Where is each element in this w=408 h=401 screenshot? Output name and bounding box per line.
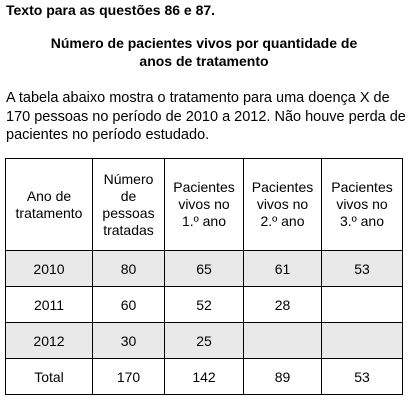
table-cell bbox=[321, 286, 403, 323]
header-text: Pacientes bbox=[331, 179, 393, 195]
table-title: Número de pacientes vivos por quantidade… bbox=[0, 34, 408, 70]
header-text: tratamento bbox=[15, 204, 83, 221]
table-title-line-2: anos de tratamento bbox=[139, 53, 269, 69]
header-text: tratadas bbox=[103, 221, 154, 238]
description-line-2: 170 pessoas no período de 2010 a 2012. N… bbox=[6, 108, 406, 125]
table-row-2011: 2011 60 52 28 bbox=[5, 286, 403, 323]
table-cell: 53 bbox=[321, 358, 403, 395]
description-paragraph: A tabela abaixo mostra o tratamento para… bbox=[6, 89, 406, 145]
header-treated-count: Número de pessoas tratadas bbox=[92, 158, 165, 251]
intro-heading: Texto para as questões 86 e 87. bbox=[6, 2, 216, 18]
table-header-row: Ano de tratamento Número de pessoas trat… bbox=[5, 158, 403, 251]
header-alive-year-3: Pacientes vivos no 3.º ano bbox=[321, 158, 403, 251]
description-line-3: pacientes no período estudado. bbox=[6, 127, 210, 143]
table-row-2010: 2010 80 65 61 53 bbox=[5, 250, 403, 287]
header-text: pessoas bbox=[102, 204, 155, 221]
table-cell: 28 bbox=[243, 286, 322, 323]
table-cell bbox=[243, 322, 322, 359]
patients-table: Ano de tratamento Número de pessoas trat… bbox=[5, 158, 403, 395]
table-cell: Total bbox=[5, 358, 93, 395]
header-text: vivos no bbox=[256, 196, 309, 212]
header-text: vivos no bbox=[178, 196, 230, 212]
description-line-1: A tabela abaixo mostra o tratamento para… bbox=[6, 90, 390, 106]
header-text: de bbox=[120, 187, 137, 204]
table-title-line-1: Número de pacientes vivos por quantidade… bbox=[50, 35, 358, 51]
header-text: Pacientes bbox=[173, 179, 235, 195]
table-cell: 61 bbox=[243, 250, 322, 287]
table-cell: 53 bbox=[321, 250, 403, 287]
table-cell: 25 bbox=[164, 322, 244, 359]
header-text: vivos no bbox=[336, 196, 388, 212]
header-text: 1.º ano bbox=[181, 213, 227, 229]
table-cell: 60 bbox=[92, 286, 165, 323]
table-cell: 2010 bbox=[5, 250, 93, 287]
header-alive-year-1: Pacientes vivos no 1.º ano bbox=[164, 158, 244, 251]
table-cell: 2012 bbox=[5, 322, 93, 359]
header-text: Ano de bbox=[26, 187, 72, 204]
table-cell bbox=[321, 322, 403, 359]
header-text: Pacientes bbox=[251, 179, 314, 195]
table-cell: 30 bbox=[92, 322, 165, 359]
table-cell: 80 bbox=[92, 250, 165, 287]
table-cell: 65 bbox=[164, 250, 244, 287]
table-cell: 52 bbox=[164, 286, 244, 323]
header-text: Número bbox=[103, 170, 154, 187]
header-text: 2.º ano bbox=[260, 213, 305, 229]
header-year: Ano de tratamento bbox=[5, 158, 93, 251]
header-alive-year-2: Pacientes vivos no 2.º ano bbox=[243, 158, 322, 251]
table-cell: 89 bbox=[243, 358, 322, 395]
table-row-total: Total 170 142 89 53 bbox=[5, 358, 403, 395]
table-cell: 142 bbox=[164, 358, 244, 395]
header-text: 3.º ano bbox=[339, 213, 385, 229]
table-cell: 170 bbox=[92, 358, 165, 395]
table-row-2012: 2012 30 25 bbox=[5, 322, 403, 359]
table-cell: 2011 bbox=[5, 286, 93, 323]
